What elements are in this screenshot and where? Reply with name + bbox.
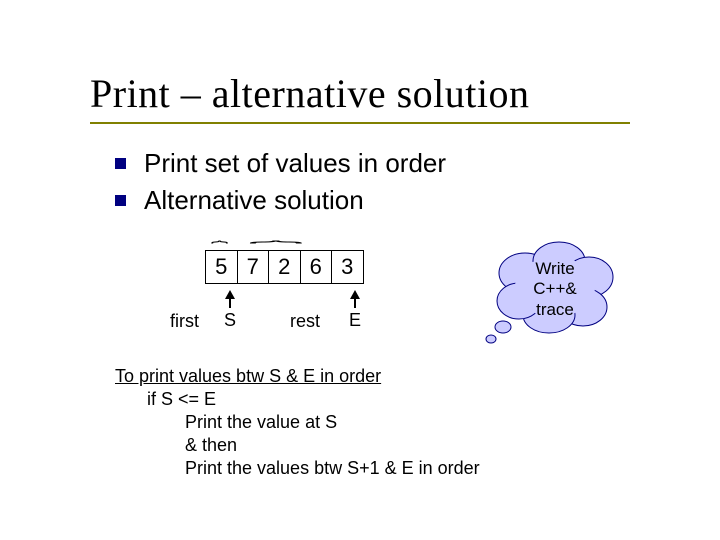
- array-diagram: 5 7 2 6 3: [205, 250, 364, 284]
- title-underline: [90, 122, 630, 124]
- arrow-stem: [229, 298, 231, 308]
- slide-title: Print – alternative solution: [90, 70, 530, 117]
- bullet-list: Print set of values in order Alternative…: [115, 148, 446, 222]
- cloud-text: Write C++& trace: [495, 259, 615, 320]
- pointer-e: E: [345, 290, 365, 331]
- arrow-stem: [354, 298, 356, 308]
- cloud-line: trace: [536, 300, 574, 319]
- array-cell: 3: [332, 251, 364, 284]
- algo-line: Print the value at S: [115, 411, 480, 434]
- algorithm-text: To print values btw S & E in order if S …: [115, 365, 480, 480]
- slide: Print – alternative solution Print set o…: [0, 0, 720, 540]
- e-label: E: [345, 310, 365, 331]
- pointer-s: S: [220, 290, 240, 331]
- s-label: S: [220, 310, 240, 331]
- algo-line: & then: [115, 434, 480, 457]
- bullet-item: Alternative solution: [115, 185, 446, 216]
- algo-line: To print values btw S & E in order: [115, 365, 480, 388]
- array-cell: 6: [300, 251, 332, 284]
- bullet-text: Print set of values in order: [144, 148, 446, 179]
- cloud-line: Write: [535, 259, 574, 278]
- bullet-text: Alternative solution: [144, 185, 364, 216]
- square-bullet-icon: [115, 195, 126, 206]
- algo-line: if S <= E: [115, 388, 480, 411]
- square-bullet-icon: [115, 158, 126, 169]
- thought-cloud: Write C++& trace: [495, 243, 615, 335]
- algo-line: Print the values btw S+1 & E in order: [115, 457, 480, 480]
- bullet-item: Print set of values in order: [115, 148, 446, 179]
- first-label: first: [170, 311, 199, 332]
- array-cell: 2: [269, 251, 301, 284]
- rest-label: rest: [290, 311, 320, 332]
- cloud-line: C++&: [533, 279, 576, 298]
- array-cell: 5: [206, 251, 238, 284]
- array-cell: 7: [237, 251, 269, 284]
- array-table: 5 7 2 6 3: [205, 250, 364, 284]
